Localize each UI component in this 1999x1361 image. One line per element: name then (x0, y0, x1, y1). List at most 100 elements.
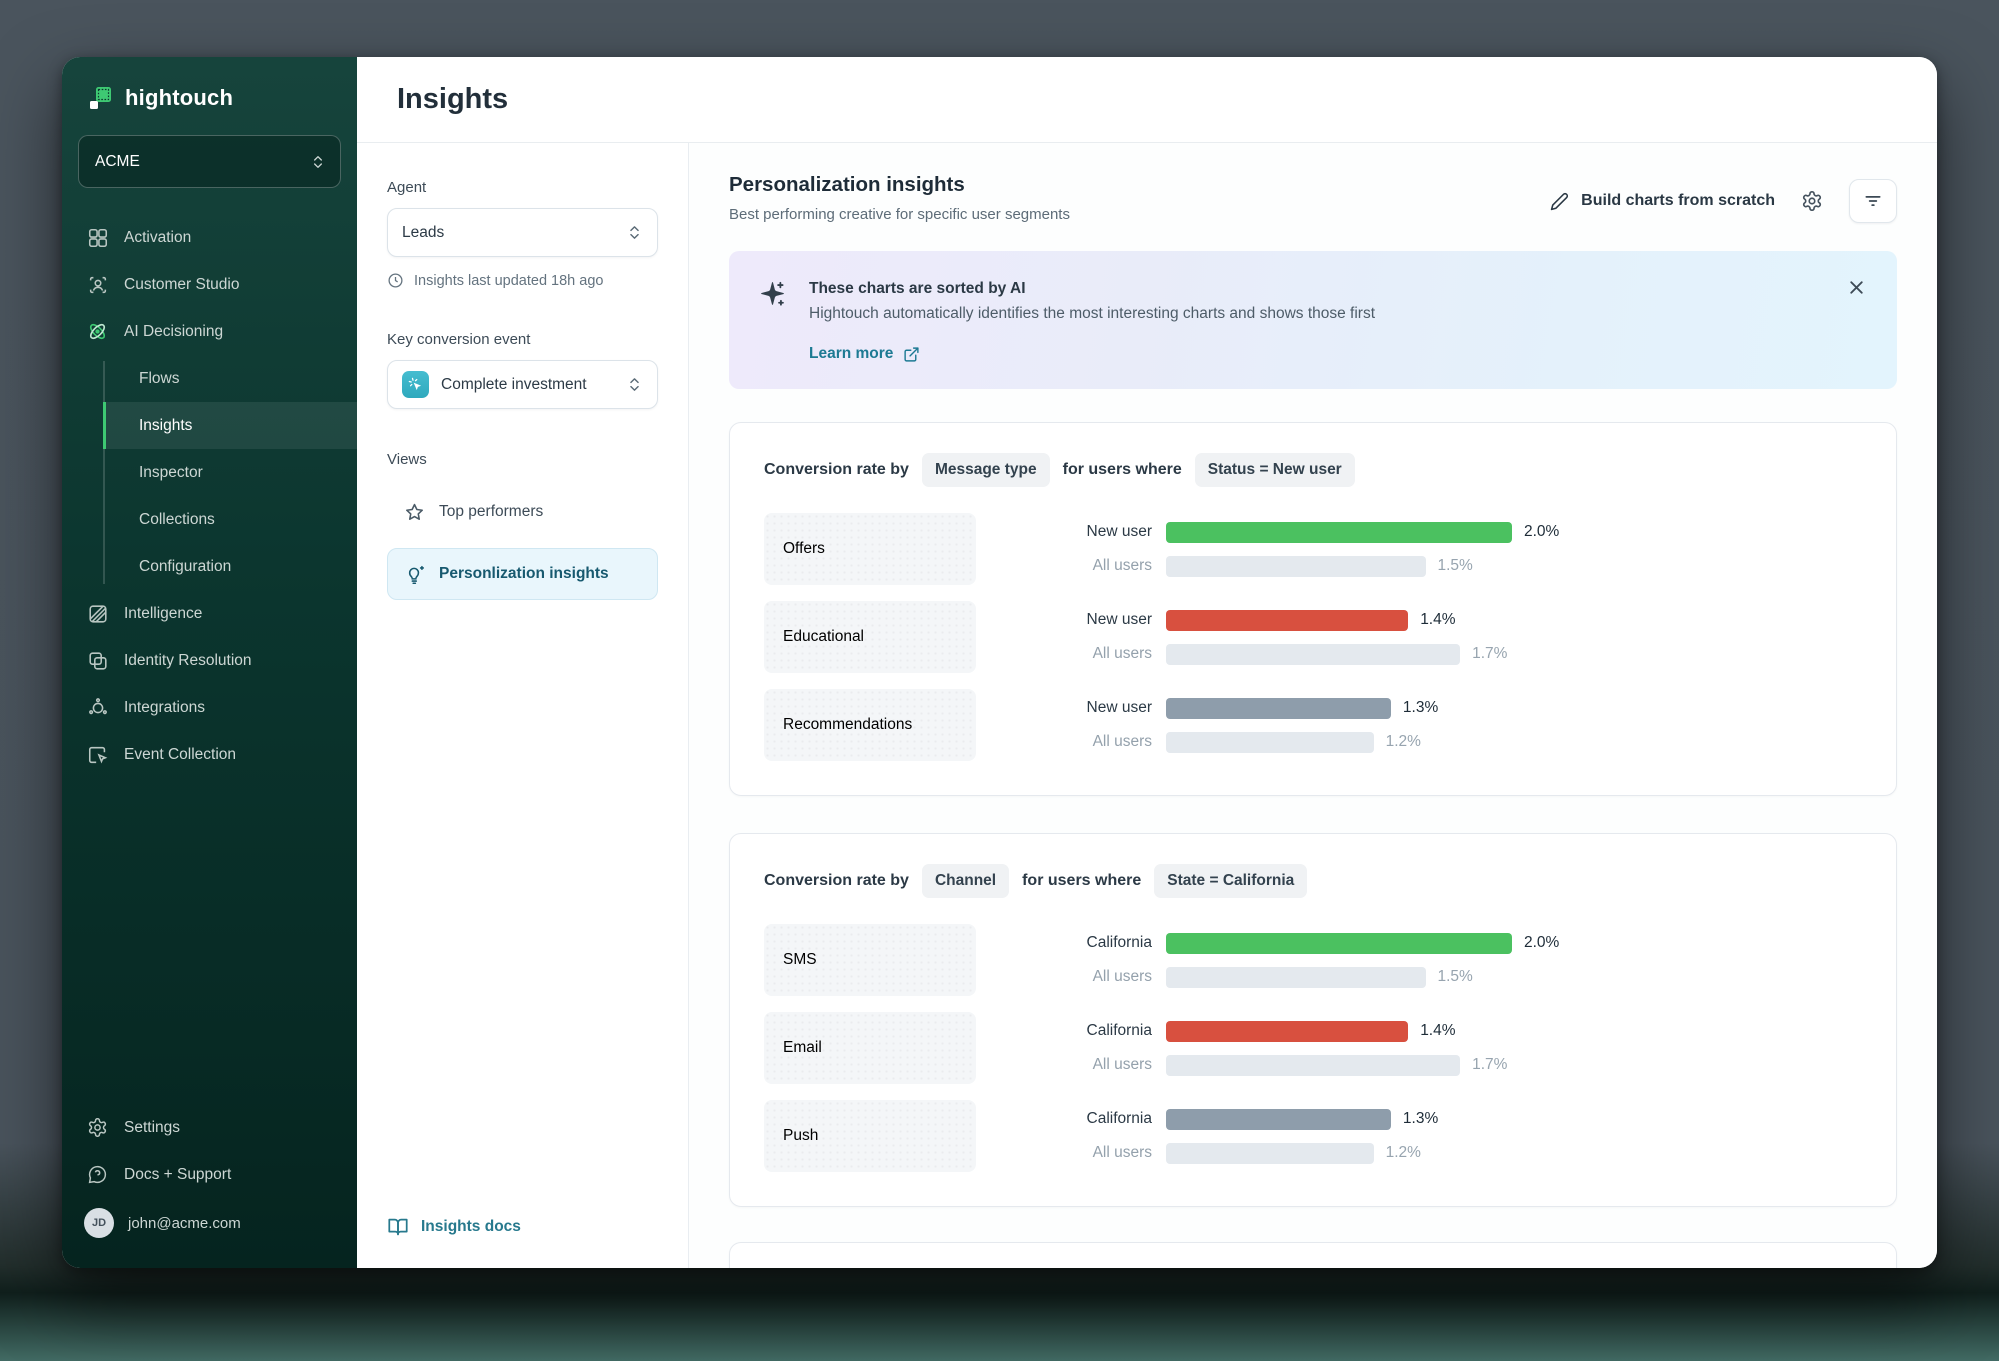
category-label: Email (764, 1012, 976, 1084)
learn-more-link[interactable]: Learn more (809, 345, 1375, 363)
bar-value: 2.0% (1524, 523, 1560, 540)
sidebar-item-ai-decisioning[interactable]: AI Decisioning (62, 308, 357, 355)
sidebar-item-label: Insights (139, 416, 193, 434)
sidebar-item-insights[interactable]: Insights (103, 402, 357, 449)
brand-name: hightouch (125, 85, 234, 110)
filter-chip[interactable]: State = California (1154, 864, 1308, 898)
bar-value: 1.3% (1402, 699, 1439, 716)
user-account[interactable]: JD john@acme.com (62, 1198, 357, 1248)
view-personalization-insights[interactable]: Personlization insights (387, 548, 658, 600)
key-event-label: Key conversion event (387, 331, 531, 348)
bar-secondary (1166, 731, 1374, 753)
help-circle-icon (86, 1163, 109, 1186)
build-charts-label: Build charts from scratch (1581, 192, 1775, 209)
hightouch-logo-icon (88, 85, 114, 111)
chart-title-middle: for users where (1062, 461, 1182, 478)
insights-docs-link[interactable]: Insights docs (387, 1216, 658, 1238)
sidebar-item-identity-resolution[interactable]: Identity Resolution (62, 637, 357, 684)
page-title: Insights (397, 83, 509, 115)
learn-more-label: Learn more (809, 345, 894, 362)
category-label: SMS (764, 924, 976, 996)
filter-panel: Agent Leads Insights last updated 18h ag… (357, 143, 689, 1268)
section-title: Personalization insights (729, 173, 965, 196)
bar-value: 1.4% (1420, 611, 1456, 628)
sidebar-item-label: Collections (139, 510, 215, 528)
view-item-label: Top performers (439, 503, 544, 520)
bar-primary (1166, 697, 1391, 719)
insights-docs-label: Insights docs (421, 1218, 521, 1235)
chart-card-channel: Conversion rate by Channel for users whe… (729, 833, 1897, 1207)
identity-resolution-icon (86, 649, 109, 672)
key-event-select[interactable]: Complete investment (387, 360, 658, 409)
series-label: California (1086, 1022, 1152, 1039)
series-label: California (1086, 934, 1152, 951)
chart-title-prefix: Conversion rate by (764, 872, 909, 889)
star-icon (403, 501, 425, 523)
close-icon[interactable] (1846, 277, 1867, 298)
chart-title-middle: for users where (1022, 872, 1142, 889)
series-label: All users (1092, 1144, 1152, 1161)
series-label: All users (1092, 733, 1152, 750)
sidebar-item-label: Identity Resolution (124, 651, 252, 669)
main-content: Personalization insights Best performing… (689, 143, 1937, 1268)
bar-primary (1166, 1020, 1409, 1042)
sidebar-item-configuration[interactable]: Configuration (103, 543, 357, 590)
chart-row: SMS California 2.0% All users (764, 924, 1862, 996)
app-window: hightouch ACME Activation Customer Studi… (62, 57, 1937, 1268)
chart-row: Email California 1.4% All users (764, 1012, 1862, 1084)
sidebar-item-intelligence[interactable]: Intelligence (62, 590, 357, 637)
chevron-up-down-icon (626, 224, 643, 241)
ai-decisioning-subnav: Flows Insights Inspector Collections Con… (103, 355, 357, 590)
integrations-icon (86, 696, 109, 719)
sidebar-item-event-collection[interactable]: Event Collection (62, 731, 357, 778)
bar-primary (1166, 1108, 1391, 1130)
sidebar-item-label: Flows (139, 369, 180, 387)
bar-value: 1.2% (1385, 1144, 1421, 1161)
brand-logo: hightouch (62, 85, 357, 111)
series-label: New user (1086, 699, 1152, 716)
bar-primary (1166, 521, 1512, 543)
series-label: All users (1092, 557, 1152, 574)
sidebar-item-docs-support[interactable]: Docs + Support (62, 1151, 357, 1198)
series-label: California (1086, 1110, 1152, 1127)
category-label: Recommendations (764, 689, 976, 761)
sparkles-icon (759, 278, 786, 363)
bar-value: 1.7% (1472, 1056, 1508, 1073)
bar-primary (1166, 932, 1512, 954)
bar-primary (1166, 609, 1409, 631)
sidebar-item-flows[interactable]: Flows (103, 355, 357, 402)
sidebar-item-activation[interactable]: Activation (62, 214, 357, 261)
dimension-chip[interactable]: Message type (921, 453, 1050, 487)
agent-select[interactable]: Leads (387, 208, 658, 257)
sidebar-item-label: Inspector (139, 463, 203, 481)
view-item-label: Personlization insights (439, 565, 609, 582)
bar-value: 1.7% (1472, 645, 1508, 662)
sidebar-item-inspector[interactable]: Inspector (103, 449, 357, 496)
settings-gear-button[interactable] (1801, 190, 1823, 212)
chevron-up-down-icon (626, 376, 643, 393)
sidebar-item-label: AI Decisioning (124, 322, 224, 340)
build-charts-button[interactable]: Build charts from scratch (1550, 192, 1775, 211)
section-subtitle: Best performing creative for specific us… (729, 206, 1070, 223)
banner-title: These charts are sorted by AI (809, 280, 1026, 297)
sidebar: hightouch ACME Activation Customer Studi… (62, 57, 357, 1268)
event-click-icon (402, 371, 429, 398)
category-label: Push (764, 1100, 976, 1172)
workspace-selector[interactable]: ACME (78, 135, 341, 188)
views-label: Views (387, 451, 427, 468)
filter-chip[interactable]: Status = New user (1194, 453, 1355, 487)
chart-title-prefix: Conversion rate by (764, 461, 909, 478)
view-top-performers[interactable]: Top performers (387, 486, 658, 538)
avatar: JD (84, 1208, 114, 1238)
series-label: New user (1086, 523, 1152, 540)
sidebar-item-integrations[interactable]: Integrations (62, 684, 357, 731)
sidebar-item-label: Settings (124, 1118, 181, 1136)
dimension-chip[interactable]: Channel (921, 864, 1010, 898)
sidebar-item-settings[interactable]: Settings (62, 1104, 357, 1151)
bar-value: 1.3% (1402, 1110, 1439, 1127)
filter-button[interactable] (1849, 179, 1897, 223)
sidebar-item-collections[interactable]: Collections (103, 496, 357, 543)
sidebar-item-customer-studio[interactable]: Customer Studio (62, 261, 357, 308)
clock-icon (387, 272, 404, 289)
external-link-icon (903, 346, 920, 363)
